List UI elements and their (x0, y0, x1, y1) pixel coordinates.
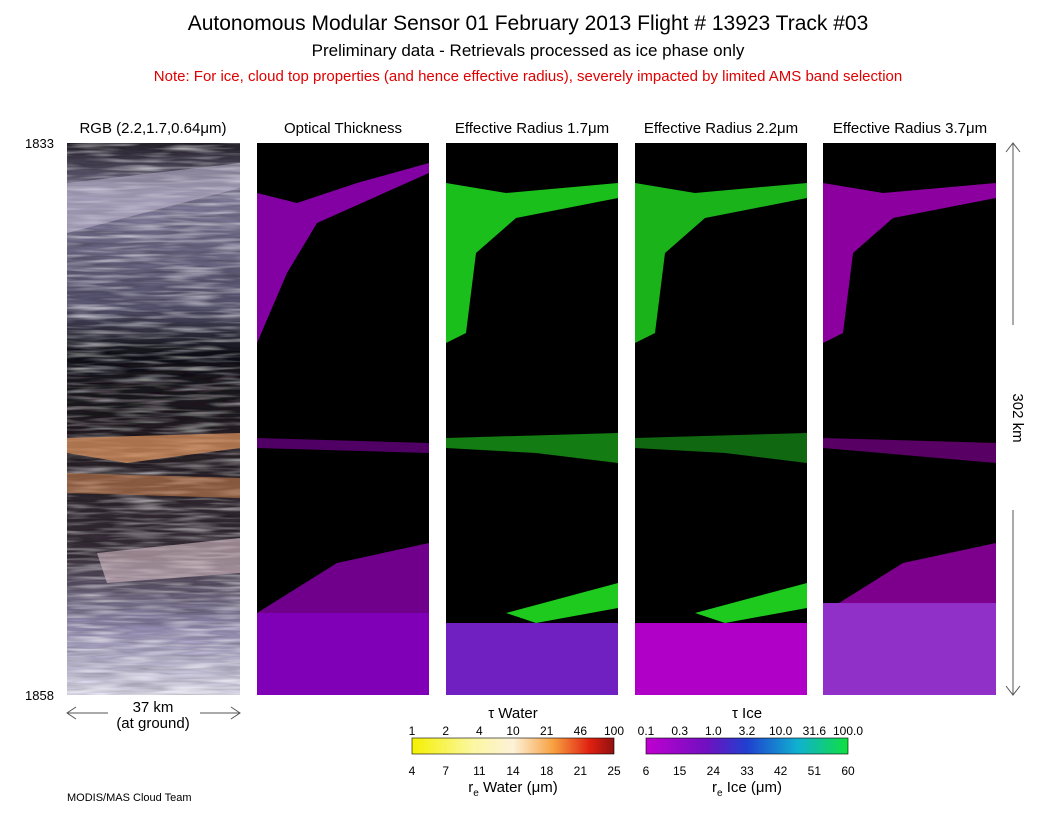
arrow-head (66, 706, 241, 720)
subtitle: Preliminary data - Retrievals processed … (312, 41, 745, 60)
footer: MODIS/MAS Cloud Team (67, 792, 192, 804)
width-note: (at ground) (116, 715, 189, 732)
colorbar-tick-label: 46 (574, 724, 588, 738)
colorbar-tick-label: 1.0 (705, 724, 722, 738)
rgb-image (67, 143, 240, 695)
cloud-region (446, 183, 618, 343)
optical-thickness-image (257, 143, 429, 695)
cloud-region (257, 543, 429, 613)
colorbar-tick-label: 51 (808, 764, 822, 778)
colorbar-ice (645, 737, 849, 755)
width-arrow (66, 706, 241, 720)
colorbar-bottom-label: re Ice (μm) (712, 779, 782, 799)
colorbar-water (411, 737, 615, 755)
colorbar-tick-label: 100.0 (833, 724, 863, 738)
colorbar-tick-label: 31.6 (803, 724, 827, 738)
length-arrow (1005, 142, 1021, 696)
colorbar-tick-label: 11 (473, 764, 486, 778)
label-symbol: r (712, 779, 717, 796)
time-end: 1858 (25, 688, 54, 703)
colorbar-bottom-label: re Water (μm) (468, 779, 557, 799)
cloud-region (257, 163, 429, 343)
re-22-image (635, 143, 807, 695)
colorbar-tick-label: 18 (540, 764, 554, 778)
cloud-region (823, 438, 996, 463)
colorbar-tick-label: 100 (604, 724, 624, 738)
colorbar-tick-label: 60 (841, 764, 855, 778)
colorbar-tick-label: 25 (607, 764, 621, 778)
cloud-region (635, 183, 807, 343)
cloud-region (635, 433, 807, 463)
colorbar-tick-label: 7 (442, 764, 449, 778)
title: Autonomous Modular Sensor 01 February 20… (188, 12, 869, 35)
colorbar-tick-label: 33 (740, 764, 754, 778)
colorbar-tick-label: 6 (643, 764, 650, 778)
colorbar-tick-label: 0.1 (638, 724, 655, 738)
colorbar-tick-label: 14 (506, 764, 520, 778)
label-subscript: e (717, 788, 723, 799)
label-symbol: r (468, 779, 473, 796)
panel-title: Effective Radius 2.2μm (644, 120, 798, 137)
colorbar-tick-label: 4 (476, 724, 483, 738)
rgb-background (67, 143, 240, 695)
cloud-region (823, 183, 996, 343)
cloud-region (635, 623, 807, 695)
colorbar-tick-label: 0.3 (671, 724, 688, 738)
colorbar-tick-label: 10 (506, 724, 520, 738)
cloud-region (823, 543, 996, 613)
rgb-streak (67, 433, 240, 463)
cloud-region (506, 583, 618, 623)
label-subscript: e (473, 788, 479, 799)
arrow-head (1005, 142, 1021, 696)
panel-title: Optical Thickness (284, 120, 402, 137)
colorbar-tick-label: 4 (409, 764, 416, 778)
time-start: 1833 (25, 136, 54, 151)
label-text: Water (μm) (479, 779, 558, 796)
label-text: Ice (μm) (723, 779, 782, 796)
re-37-image (823, 143, 996, 695)
cloud-region (446, 433, 618, 463)
note: Note: For ice, cloud top properties (and… (154, 68, 902, 85)
length-label: 302 km (1009, 393, 1026, 442)
panel-title: RGB (2.2,1.7,0.64μm) (79, 120, 226, 137)
rgb-streak (67, 473, 240, 498)
cloud-region (695, 583, 807, 623)
colorbar-tick-label: 15 (673, 764, 687, 778)
re-17-image (446, 143, 618, 695)
colorbar-tick-label: 3.2 (739, 724, 756, 738)
rgb-cloud (97, 538, 240, 583)
cloud-region (823, 603, 996, 695)
colorbar-tick-label: 10.0 (769, 724, 793, 738)
colorbar-tick-label: 21 (574, 764, 588, 778)
colorbar-tick-label: 42 (774, 764, 788, 778)
colorbar-tick-label: 24 (707, 764, 721, 778)
rgb-cloud (67, 163, 240, 233)
cloud-region (257, 613, 429, 695)
colorbar-tick-label: 1 (409, 724, 416, 738)
colorbar-tick-label: 21 (540, 724, 554, 738)
panel-title: Effective Radius 1.7μm (455, 120, 609, 137)
cloud-region (446, 623, 618, 695)
colorbar-tick-label: 2 (442, 724, 449, 738)
cloud-region (257, 438, 429, 453)
panel-title: Effective Radius 3.7μm (833, 120, 987, 137)
colorbar-top-label: τ Water (488, 705, 538, 722)
colorbar-top-label: τ Ice (732, 705, 762, 722)
width-label: 37 km (133, 699, 174, 716)
